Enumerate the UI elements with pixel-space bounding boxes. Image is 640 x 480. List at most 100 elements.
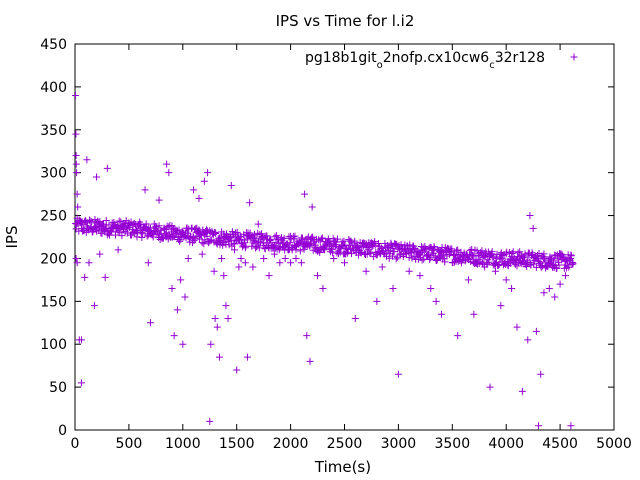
data-point [431, 244, 439, 252]
data-point [457, 259, 465, 267]
data-point [422, 245, 430, 253]
data-point [157, 230, 165, 238]
x-tick-label: 3000 [381, 436, 417, 452]
data-point [567, 251, 575, 259]
data-point [218, 254, 226, 262]
data-point [102, 216, 110, 224]
data-point [291, 232, 299, 240]
data-point [237, 254, 245, 262]
data-point [175, 226, 183, 234]
data-point [561, 272, 569, 280]
data-point [235, 263, 243, 271]
data-point [494, 261, 502, 269]
data-point [488, 248, 496, 256]
data-point [464, 276, 472, 284]
data-point [362, 267, 370, 275]
data-point [470, 310, 478, 318]
data-point [130, 219, 138, 227]
data-point [276, 259, 284, 267]
data-point [336, 248, 344, 256]
legend: pg18b1gito2nofp.cx10cw6c32r128 [305, 50, 578, 71]
data-point [144, 259, 152, 267]
data-point [351, 237, 359, 245]
data-point [108, 224, 116, 232]
data-point [292, 254, 300, 262]
y-tick-label: 200 [40, 251, 67, 267]
data-point [287, 259, 295, 267]
data-point [540, 255, 548, 263]
data-point [453, 247, 461, 255]
data-point [242, 242, 250, 250]
data-point [173, 306, 181, 314]
data-point [371, 238, 379, 246]
data-point [142, 220, 150, 228]
data-point [231, 246, 239, 254]
data-point [314, 272, 322, 280]
data-point [333, 235, 341, 243]
data-point [103, 164, 111, 172]
axis-ticks: 0 500 1000 1500 2000 2500 3000 3500 4000 4500 5000… [40, 37, 632, 452]
data-point [405, 267, 413, 275]
data-point [475, 260, 483, 268]
data-point [190, 237, 198, 245]
data-point [521, 250, 529, 258]
x-tick-label: 4000 [488, 436, 524, 452]
data-point [222, 302, 230, 310]
data-point [492, 254, 500, 262]
data-point [101, 273, 109, 281]
data-point [266, 237, 274, 245]
data-point [319, 284, 327, 292]
data-point [72, 160, 80, 168]
data-point [430, 243, 438, 251]
data-point [177, 276, 185, 284]
data-point [498, 251, 506, 259]
data-point [171, 233, 179, 241]
data-point [502, 250, 510, 258]
data-point [513, 323, 521, 331]
data-point [134, 228, 142, 236]
data-point [309, 233, 317, 241]
data-point [141, 186, 149, 194]
y-tick-label: 450 [40, 37, 67, 53]
data-point [377, 244, 385, 252]
data-point [486, 383, 494, 391]
data-point [545, 284, 553, 292]
data-point [273, 232, 281, 240]
data-point [267, 235, 275, 243]
data-point [306, 357, 314, 365]
data-point [198, 250, 206, 258]
data-point [280, 234, 288, 242]
data-point [491, 267, 499, 275]
data-point [114, 246, 122, 254]
data-point [210, 267, 218, 275]
data-point [257, 230, 265, 238]
data-point [540, 289, 548, 297]
data-point [86, 217, 94, 225]
data-point [246, 199, 254, 207]
data-point [165, 169, 173, 177]
x-tick-label: 500 [116, 436, 143, 452]
data-point [468, 246, 476, 254]
data-point [165, 223, 173, 231]
data-point [497, 302, 505, 310]
data-point [259, 233, 267, 241]
data-point [441, 258, 449, 266]
data-point [333, 249, 341, 257]
data-point [74, 203, 82, 211]
data-point [321, 243, 329, 251]
data-point [220, 272, 228, 280]
data-point [555, 261, 563, 269]
data-point [251, 237, 259, 245]
data-point [83, 156, 91, 164]
data-point [485, 258, 493, 266]
legend-label-part: o [377, 60, 383, 71]
data-point [337, 243, 345, 251]
data-point [495, 260, 503, 268]
data-point [311, 241, 319, 249]
data-point [389, 284, 397, 292]
data-point [415, 250, 423, 258]
data-point [176, 236, 184, 244]
data-point [351, 314, 359, 322]
data-point [135, 221, 143, 229]
data-point [254, 220, 262, 228]
